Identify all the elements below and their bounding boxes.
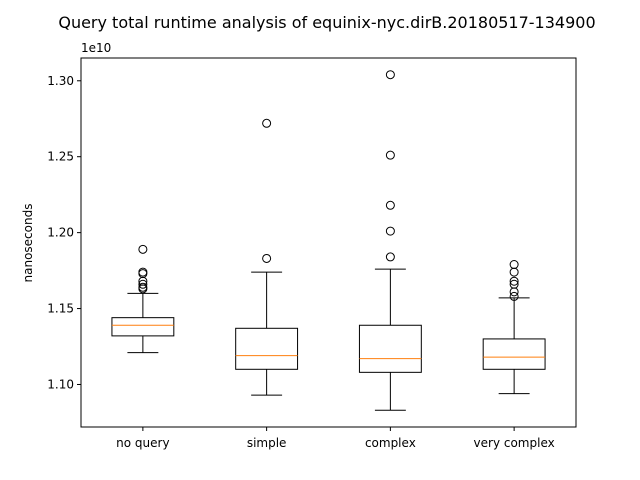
outlier-point — [385, 200, 395, 210]
x-tick-label: complex — [365, 436, 416, 450]
box-iqr — [358, 324, 422, 373]
outlier-point — [385, 226, 395, 236]
box-iqr — [482, 338, 546, 370]
y-axis-label: nanoseconds — [21, 204, 35, 283]
x-tick-label: simple — [247, 436, 287, 450]
outlier-point — [262, 118, 272, 128]
y-tick-label: 1.30 — [47, 74, 74, 88]
y-offset-label: 1e10 — [81, 41, 111, 55]
outlier-point — [509, 291, 519, 301]
y-tick-label: 1.25 — [47, 150, 74, 164]
y-tick-label: 1.15 — [47, 302, 74, 316]
outlier-point — [509, 267, 519, 277]
outlier-point — [509, 276, 519, 286]
y-tick-label: 1.10 — [47, 377, 74, 391]
axes-frame — [80, 57, 577, 428]
y-tick-label: 1.20 — [47, 226, 74, 240]
box-iqr — [111, 317, 175, 337]
outlier-point — [138, 279, 148, 289]
chart-title: Query total runtime analysis of equinix-… — [58, 13, 595, 32]
outlier-point — [385, 252, 395, 262]
x-tick-label: very complex — [474, 436, 555, 450]
outlier-point — [262, 253, 272, 263]
outlier-point — [385, 150, 395, 160]
outlier-point — [138, 244, 148, 254]
outlier-point — [509, 287, 519, 297]
outlier-point — [385, 70, 395, 80]
outlier-point — [138, 284, 148, 294]
box-iqr — [235, 327, 299, 370]
plot-area: 1.10 1.15 1.20 1.25 1.30 no query simple comple… — [47, 57, 577, 450]
x-tick-label: no query — [116, 436, 169, 450]
